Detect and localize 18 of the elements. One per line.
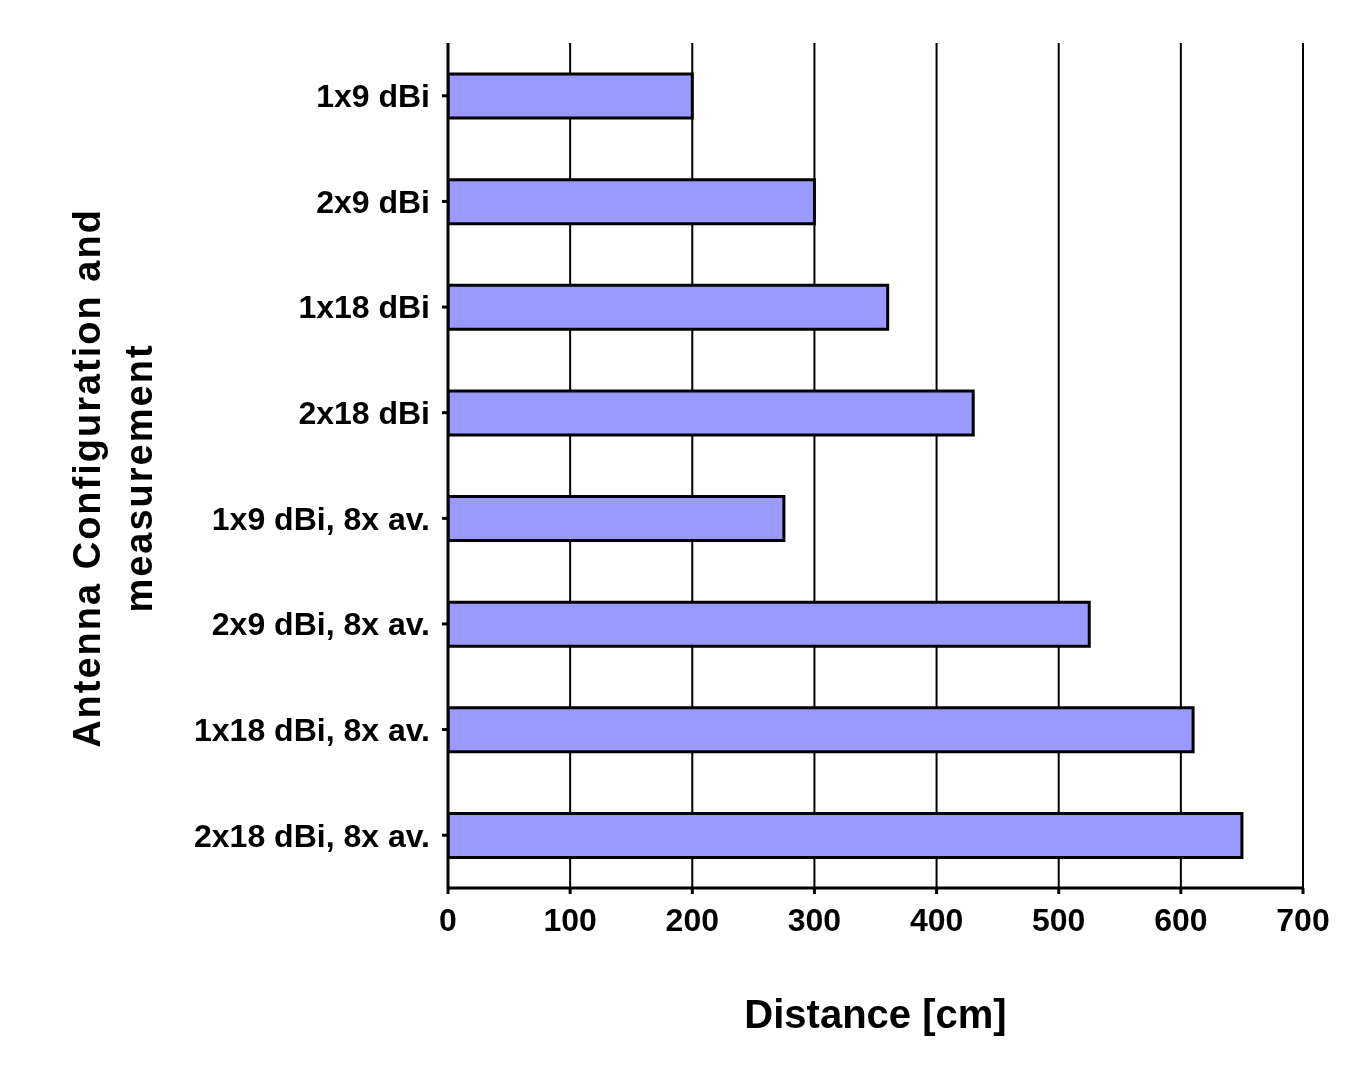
y-tick-label: 1x9 dBi, 8x av. [211, 500, 430, 537]
x-tick-label: 200 [665, 901, 719, 938]
x-tick-label: 0 [439, 901, 457, 938]
y-tick-label: 2x9 dBi [316, 183, 430, 220]
y-tick-label: 1x9 dBi [316, 78, 430, 115]
y-tick-label: 1x18 dBi [298, 289, 430, 326]
x-tick-label: 300 [787, 901, 842, 938]
x-tick-label: 500 [1032, 901, 1086, 938]
x-tick-label: 700 [1276, 901, 1330, 938]
y-tick-label: 1x18 dBi, 8x av. [194, 711, 430, 748]
y-axis-title: Antenna Configuration and measurement [65, 208, 161, 748]
y-tick-label: 2x9 dBi, 8x av. [211, 606, 430, 643]
x-tick-label: 400 [909, 901, 964, 938]
x-tick-label: 600 [1154, 901, 1208, 938]
x-tick-label: 100 [543, 901, 597, 938]
x-axis-title: Distance [cm] [744, 992, 1007, 1036]
y-tick-label: 2x18 dBi [298, 395, 430, 432]
y-tick-label: 2x18 dBi, 8x av. [194, 817, 430, 854]
